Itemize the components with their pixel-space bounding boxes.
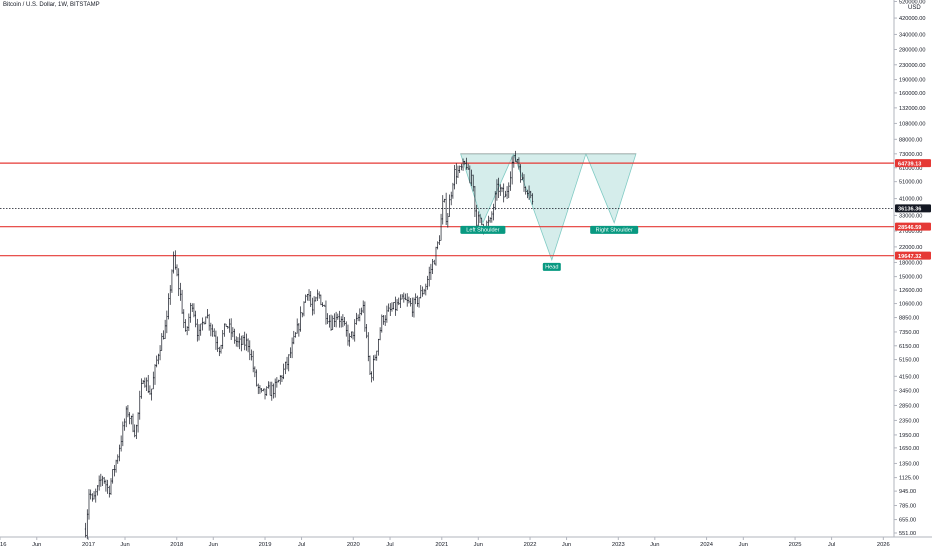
- price-bars: [84, 150, 534, 540]
- level-price-badge: [895, 159, 931, 168]
- left-shoulder-triangle: [460, 153, 515, 224]
- level-price-badge: [895, 222, 931, 231]
- x-tick-label: 2020: [347, 542, 360, 548]
- x-tick-label: Jun: [32, 542, 41, 548]
- y-tick-label: 1650.00: [899, 446, 919, 452]
- right-shoulder-label: Right Shoulder: [596, 228, 633, 234]
- y-tick-label: 5150.00: [899, 358, 919, 364]
- x-tick-label: Jul: [828, 542, 835, 548]
- y-tick-label: 132000.00: [899, 106, 925, 112]
- y-tick-label: 520000.00: [899, 0, 925, 5]
- x-tick-label: 2025: [789, 542, 802, 548]
- right-shoulder-triangle: [585, 153, 637, 224]
- right-shoulder-label-badge: [590, 225, 639, 234]
- x-tick-label: 2019: [259, 542, 272, 548]
- y-tick-label: 3450.00: [899, 389, 919, 395]
- y-tick-label: 12600.00: [899, 288, 922, 294]
- y-tick-label: 18000.00: [899, 260, 922, 266]
- y-tick-label: 1125.00: [899, 476, 919, 482]
- y-tick-label: 2350.00: [899, 418, 919, 424]
- x-tick-label: Jun: [650, 542, 659, 548]
- y-tick-label: 340000.00: [899, 32, 925, 38]
- y-tick-label: 8850.00: [899, 316, 919, 322]
- head-triangle: [513, 153, 587, 262]
- current-price-label: 36136.36: [898, 207, 921, 213]
- y-tick-label: 7350.00: [899, 330, 919, 336]
- x-tick-label: 2021: [435, 542, 448, 548]
- y-tick-label: 420000.00: [899, 16, 925, 22]
- y-tick-label: 551.00: [899, 531, 916, 537]
- y-tick-label: 33000.00: [899, 213, 922, 219]
- y-tick-label: 1350.00: [899, 461, 919, 467]
- level-price-label: 64739.13: [898, 161, 921, 167]
- currency-label: USD: [908, 5, 921, 11]
- head-label-badge: [542, 262, 561, 271]
- y-tick-label: 61000.00: [899, 166, 922, 172]
- y-tick-label: 6150.00: [899, 344, 919, 350]
- y-tick-label: 51000.00: [899, 180, 922, 186]
- left-shoulder-label: Left Shoulder: [466, 228, 499, 234]
- y-tick-label: 41000.00: [899, 197, 922, 203]
- x-tick-label: Jul: [386, 542, 393, 548]
- y-tick-label: 10600.00: [899, 302, 922, 308]
- y-tick-label: 73000.00: [899, 152, 922, 158]
- x-tick-label: 2016: [0, 542, 6, 548]
- x-tick-label: 2024: [700, 542, 714, 548]
- y-tick-label: 945.00: [899, 489, 916, 495]
- x-tick-label: 2017: [82, 542, 95, 548]
- x-tick-label: Jun: [120, 542, 129, 548]
- x-tick-label: 2022: [524, 542, 537, 548]
- x-tick-label: Jun: [474, 542, 483, 548]
- y-tick-label: 22000.00: [899, 245, 922, 251]
- current-price-badge: [895, 204, 931, 213]
- y-tick-label: 88000.00: [899, 137, 922, 143]
- level-price-label: 19647.32: [898, 254, 921, 260]
- y-tick-label: 1950.00: [899, 433, 919, 439]
- y-tick-label: 785.00: [899, 504, 916, 510]
- y-tick-label: 2850.00: [899, 403, 919, 409]
- y-tick-label: 655.00: [899, 518, 916, 524]
- level-price-label: 28546.59: [898, 225, 921, 231]
- y-tick-label: 108000.00: [899, 121, 925, 127]
- chart-title: Bitcoin / U.S. Dollar, 1W, BITSTAMP: [3, 2, 100, 8]
- x-tick-label: Jun: [739, 542, 748, 548]
- x-tick-label: Jul: [298, 542, 305, 548]
- y-tick-label: 190000.00: [899, 78, 925, 84]
- x-tick-label: 2018: [170, 542, 183, 548]
- level-price-badge: [895, 251, 931, 260]
- x-tick-label: 2026: [877, 542, 890, 548]
- y-tick-label: 27000.00: [899, 229, 922, 235]
- y-tick-label: 160000.00: [899, 91, 925, 97]
- x-tick-label: Jun: [562, 542, 571, 548]
- y-tick-label: 280000.00: [899, 48, 925, 54]
- left-shoulder-label-badge: [460, 225, 506, 234]
- y-tick-label: 4150.00: [899, 374, 919, 380]
- x-tick-label: 2023: [612, 542, 625, 548]
- y-tick-label: 230000.00: [899, 63, 925, 69]
- head-label: Head: [545, 265, 558, 271]
- y-tick-label: 15000.00: [899, 275, 922, 281]
- x-tick-label: Jun: [209, 542, 218, 548]
